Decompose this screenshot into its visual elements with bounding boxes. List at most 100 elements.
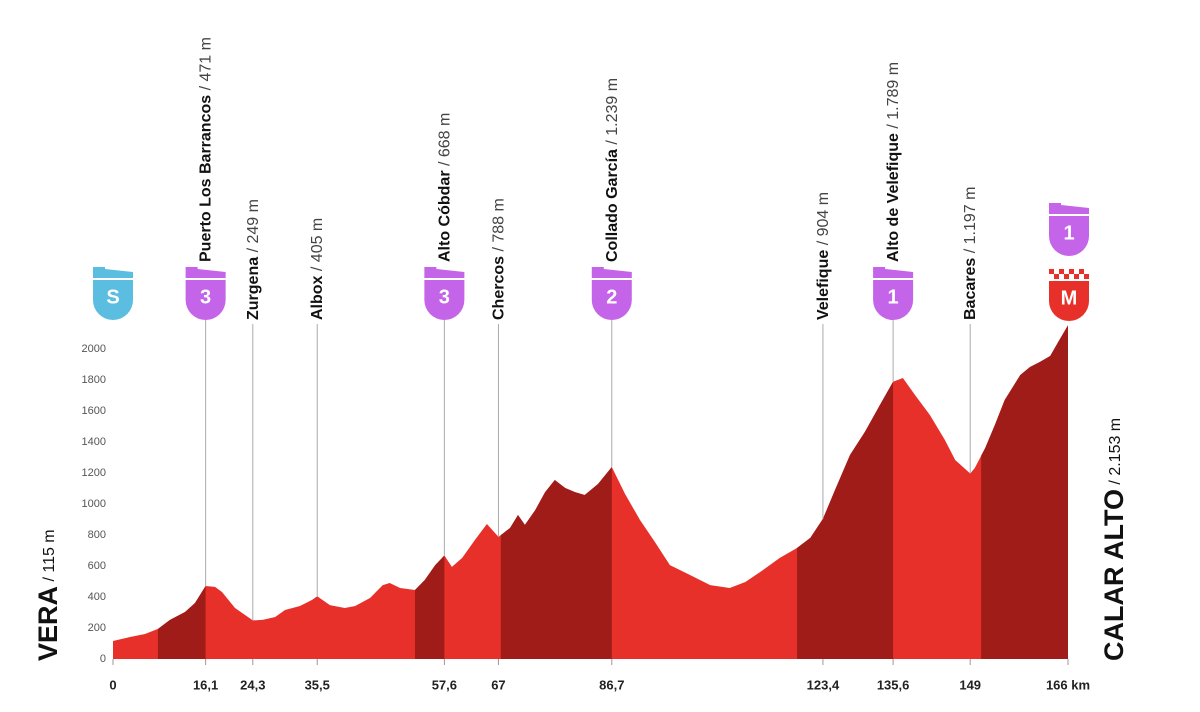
- checker: [1059, 269, 1064, 274]
- waypoint-label: Puerto Los Barrancos / 471 m: [198, 37, 215, 262]
- checker: [1074, 269, 1079, 274]
- category-badge: 2: [591, 267, 632, 320]
- checker: [1059, 274, 1064, 279]
- checker: [1074, 274, 1079, 279]
- checker: [1064, 274, 1069, 279]
- y-tick-label: 1600: [82, 405, 106, 417]
- x-tick-label: 135,6: [877, 677, 910, 692]
- waypoint-altitude: / 1.789 m: [885, 62, 902, 129]
- badge-shield: [873, 280, 914, 320]
- waypoint-label: Velefique / 904 m: [815, 192, 832, 320]
- finish-name: CALAR ALTO: [1099, 489, 1129, 661]
- waypoint-name: Alto de Velefique: [885, 133, 902, 262]
- checker: [1064, 269, 1069, 274]
- waypoint-name: Collado García: [604, 149, 621, 262]
- y-tick-label: 400: [88, 591, 106, 603]
- x-tick-label: 123,4: [807, 677, 840, 692]
- finish-label: CALAR ALTO / 2.153 m: [1099, 418, 1129, 661]
- x-tick-label: 86,7: [599, 677, 624, 692]
- waypoint-name: Puerto Los Barrancos: [198, 95, 215, 262]
- badge-flag: [1049, 203, 1089, 214]
- checker: [1069, 274, 1074, 279]
- waypoint-altitude: / 405 m: [309, 218, 326, 271]
- shaded-segment: [797, 381, 894, 659]
- badge-label: S: [106, 286, 119, 308]
- x-tick-label: 57,6: [432, 677, 457, 692]
- checker: [1069, 269, 1074, 274]
- x-tick-label: 24,3: [240, 677, 265, 692]
- waypoint-label: Chercos / 788 m: [491, 198, 508, 320]
- badge-flag: [185, 267, 226, 278]
- badge-shield: [1049, 281, 1089, 321]
- y-tick-label: 800: [88, 529, 106, 541]
- start-name: VERA: [33, 586, 63, 661]
- waypoint-altitude: / 1.239 m: [604, 78, 621, 145]
- waypoint-label: Alto de Velefique / 1.789 m: [885, 62, 902, 262]
- waypoint-name: Alto Cóbdar: [437, 170, 454, 262]
- badge-label: 2: [606, 286, 617, 308]
- waypoint-altitude: / 904 m: [815, 192, 832, 245]
- y-tick-label: 200: [88, 622, 106, 634]
- waypoint-name: Chercos: [491, 256, 508, 320]
- x-tick-label: 16,1: [193, 677, 218, 692]
- badge-shield: [424, 280, 465, 320]
- checker: [1054, 269, 1059, 274]
- start-badge: S: [93, 267, 133, 320]
- waypoint-altitude: / 471 m: [198, 37, 215, 90]
- badge-shield: [93, 280, 133, 320]
- waypoint-label: Alto Cóbdar / 668 m: [437, 113, 454, 262]
- badge-label: 1: [1063, 222, 1074, 244]
- y-tick-label: 1000: [82, 498, 106, 510]
- finish-badge: M: [1049, 269, 1089, 321]
- waypoint-name: Bacares: [962, 258, 979, 320]
- category-badge: 1: [873, 267, 914, 320]
- y-tick-label: 2000: [82, 343, 106, 355]
- category-badge: 3: [185, 267, 226, 320]
- badge-label: 3: [439, 286, 450, 308]
- x-tick-label: 0: [109, 677, 116, 692]
- waypoint-name: Albox: [309, 275, 326, 320]
- badge-shield: [1049, 216, 1089, 256]
- badge-label: M: [1061, 287, 1078, 309]
- shaded-segment: [415, 555, 445, 659]
- badge-flag: [424, 267, 465, 278]
- shaded-segment: [981, 325, 1068, 659]
- badge-shield: [185, 280, 226, 320]
- category-badge: 3: [424, 267, 465, 320]
- waypoint-name: Velefique: [815, 250, 832, 320]
- waypoint-label: Collado García / 1.239 m: [604, 78, 621, 262]
- waypoint-altitude: / 1.197 m: [962, 187, 979, 254]
- badge-label: 1: [888, 286, 899, 308]
- badge-shield: [591, 280, 632, 320]
- checker: [1084, 274, 1089, 279]
- badge-flag: [591, 267, 632, 278]
- waypoint-label: Albox / 405 m: [309, 218, 326, 320]
- shaded-segment: [157, 586, 206, 659]
- y-tick-label: 1400: [82, 436, 106, 448]
- start-label: VERA / 115 m: [33, 529, 63, 661]
- x-tick-label: 35,5: [305, 677, 330, 692]
- y-tick-label: 0: [100, 653, 106, 665]
- finish-altitude: / 2.153 m: [1107, 418, 1124, 485]
- waypoint-label: Bacares / 1.197 m: [962, 187, 979, 320]
- y-tick-label: 1200: [82, 467, 106, 479]
- badge-flag: [93, 267, 133, 278]
- checker: [1054, 274, 1059, 279]
- waypoint-altitude: / 668 m: [437, 113, 454, 166]
- checker: [1079, 269, 1084, 274]
- waypoint-altitude: / 788 m: [491, 198, 508, 251]
- checker: [1049, 274, 1054, 279]
- checker: [1079, 274, 1084, 279]
- waypoint-altitude: / 249 m: [245, 199, 262, 252]
- waypoint-name: Zurgena: [245, 257, 262, 320]
- badge-flag: [873, 267, 914, 278]
- x-tick-label: 67: [491, 677, 505, 692]
- checker: [1084, 269, 1089, 274]
- y-tick-label: 1800: [82, 374, 106, 386]
- x-tick-label: 166 km: [1046, 677, 1090, 692]
- shaded-segment: [500, 467, 612, 659]
- y-tick-label: 600: [88, 560, 106, 572]
- waypoint-label: Zurgena / 249 m: [245, 199, 262, 320]
- x-tick-label: 149: [959, 677, 981, 692]
